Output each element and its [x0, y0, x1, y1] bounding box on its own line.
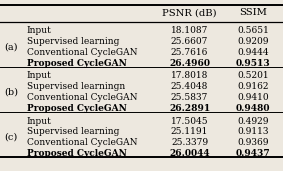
Text: 26.2891: 26.2891: [169, 104, 210, 113]
Text: SSIM: SSIM: [239, 8, 267, 17]
Text: 0.9480: 0.9480: [236, 104, 271, 113]
Text: 0.5201: 0.5201: [237, 71, 269, 80]
Text: (c): (c): [5, 133, 18, 142]
Text: 0.9209: 0.9209: [237, 37, 269, 46]
Text: 0.9162: 0.9162: [237, 82, 269, 91]
Text: 25.3379: 25.3379: [171, 138, 208, 147]
Text: 0.9513: 0.9513: [236, 59, 271, 68]
Text: 17.8018: 17.8018: [171, 71, 208, 80]
Text: 25.5837: 25.5837: [171, 93, 208, 102]
Text: Conventional CycleGAN: Conventional CycleGAN: [27, 48, 137, 57]
Text: 17.5045: 17.5045: [171, 117, 208, 126]
Text: (b): (b): [4, 88, 18, 97]
Text: 25.7616: 25.7616: [171, 48, 208, 57]
Text: 0.9113: 0.9113: [237, 127, 269, 136]
Text: 0.9437: 0.9437: [236, 149, 271, 158]
Text: 0.9410: 0.9410: [237, 93, 269, 102]
Text: PSNR (dB): PSNR (dB): [162, 8, 217, 17]
Text: Proposed CycleGAN: Proposed CycleGAN: [27, 149, 127, 158]
Text: 0.9369: 0.9369: [237, 138, 269, 147]
Text: Proposed CycleGAN: Proposed CycleGAN: [27, 104, 127, 113]
Text: 0.5651: 0.5651: [237, 26, 269, 35]
Text: Input: Input: [27, 26, 52, 35]
Text: (a): (a): [5, 42, 18, 51]
Text: 25.4048: 25.4048: [171, 82, 208, 91]
Text: Proposed CycleGAN: Proposed CycleGAN: [27, 59, 127, 68]
Text: Supervised learning: Supervised learning: [27, 127, 119, 136]
Text: 0.9444: 0.9444: [237, 48, 269, 57]
Text: Supervised learningn: Supervised learningn: [27, 82, 125, 91]
Text: 25.1191: 25.1191: [171, 127, 208, 136]
Text: Supervised learning: Supervised learning: [27, 37, 119, 46]
Text: Conventional CycleGAN: Conventional CycleGAN: [27, 138, 137, 147]
Text: Conventional CycleGAN: Conventional CycleGAN: [27, 93, 137, 102]
Text: Input: Input: [27, 117, 52, 126]
Text: 18.1087: 18.1087: [171, 26, 208, 35]
Text: 26.4960: 26.4960: [169, 59, 210, 68]
Text: 0.4929: 0.4929: [237, 117, 269, 126]
Text: 25.6607: 25.6607: [171, 37, 208, 46]
Text: Input: Input: [27, 71, 52, 80]
Text: 26.0044: 26.0044: [169, 149, 210, 158]
